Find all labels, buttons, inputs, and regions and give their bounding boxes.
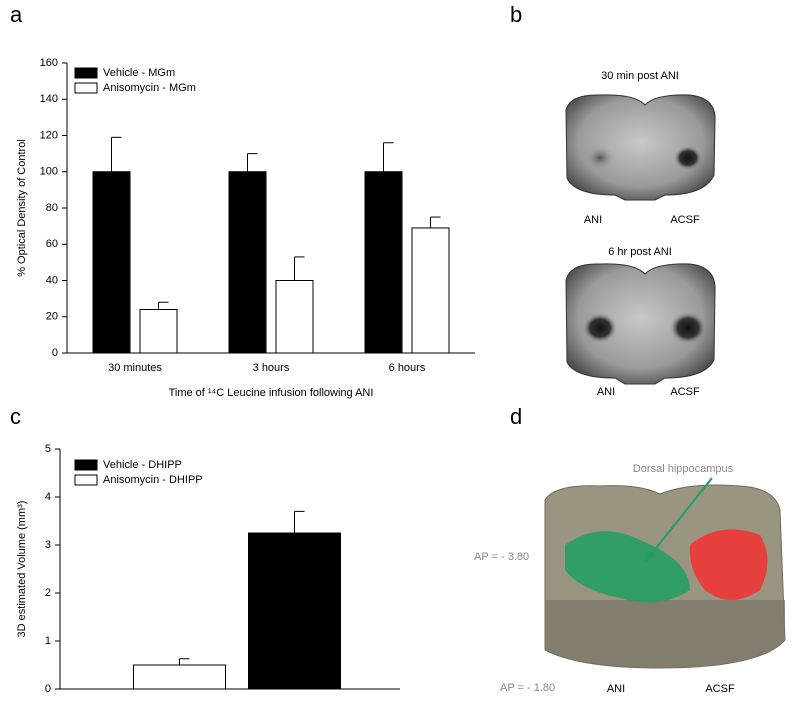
x-axis-label: Time of ¹⁴C Leucine infusion following A… [169, 387, 374, 399]
y-tick-label: 140 [40, 93, 58, 105]
bar [275, 280, 314, 354]
y-tick-label: 160 [40, 57, 58, 69]
y-tick-label: 60 [46, 238, 58, 250]
bar [228, 171, 267, 354]
legend-label: Vehicle - DHIPP [103, 459, 182, 471]
error-bar [294, 256, 305, 281]
injection-spot [670, 312, 706, 344]
y-tick-label: 0 [45, 683, 51, 695]
panel-label: d [510, 404, 522, 429]
error-bar [294, 510, 305, 533]
y-tick-label: 80 [46, 202, 58, 214]
injection-spot [674, 146, 702, 170]
panel-b: 30 min post ANI ANI ACSF 6 hr post ANI A… [565, 70, 716, 398]
bar [248, 532, 341, 690]
error-bar [430, 216, 441, 228]
y-tick-label: 2 [45, 587, 51, 599]
bar [92, 171, 131, 354]
error-bar [158, 301, 169, 310]
y-tick-label: 5 [45, 443, 51, 455]
injection-spot [586, 146, 614, 170]
panel-d: Dorsal hippocampus AP = - 3.80 AP = - 1.… [474, 463, 786, 695]
x-tick-label: 30 minutes [108, 362, 162, 374]
panel-label: b [510, 2, 522, 27]
error-bar [111, 136, 122, 172]
legend-swatch [74, 459, 98, 471]
error-bar [247, 153, 258, 172]
legend-swatch [74, 474, 98, 486]
y-tick-label: 40 [46, 274, 58, 286]
y-tick-label: 120 [40, 129, 58, 141]
bar [411, 227, 450, 354]
bar [364, 171, 403, 354]
y-tick-label: 0 [52, 347, 58, 359]
image-label: ANI [607, 683, 625, 695]
y-tick-label: 20 [46, 311, 58, 323]
image-title: 30 min post ANI [601, 70, 679, 82]
bar [139, 309, 178, 354]
legend-swatch [74, 82, 98, 94]
hippocampus-region [689, 529, 768, 600]
x-tick-label: 6 hours [389, 362, 426, 374]
panel-label: c [10, 404, 21, 429]
brain-slice-image [565, 94, 716, 201]
ap-label: AP = - 1.80 [500, 682, 555, 694]
injection-spot [583, 313, 617, 343]
legend-label: Anisomycin - DHIPP [103, 474, 203, 486]
panel-label: a [10, 2, 23, 27]
annotation-arrow [645, 550, 655, 562]
image-label: ACSF [670, 386, 700, 398]
y-axis-label: 3D estimated Volume (mm³) [16, 501, 28, 638]
image-title: 6 hr post ANI [608, 246, 672, 258]
y-tick-label: 4 [45, 491, 51, 503]
brain-slice-image [565, 263, 716, 385]
legend-label: Vehicle - MGm [103, 67, 175, 79]
image-label: ACSF [670, 214, 700, 226]
y-tick-label: 100 [40, 166, 58, 178]
hippocampus-region [565, 531, 690, 603]
y-tick-label: 1 [45, 635, 51, 647]
error-bar [383, 142, 394, 172]
y-tick-label: 3 [45, 539, 51, 551]
annotation-arrow [644, 477, 713, 563]
x-tick-label: 3 hours [253, 362, 290, 374]
image-label: ANI [584, 214, 602, 226]
legend-label: Anisomycin - MGm [103, 82, 196, 94]
error-bar [179, 658, 190, 665]
legend-swatch [74, 67, 98, 79]
brain-3d-image [545, 600, 785, 668]
bar [133, 664, 226, 690]
y-axis-label: % Optical Density of Control [16, 139, 28, 277]
image-label: ANI [597, 386, 615, 398]
annotation: Dorsal hippocampus [633, 463, 734, 475]
ap-label: AP = - 3.80 [474, 551, 529, 563]
image-label: ACSF [705, 683, 735, 695]
